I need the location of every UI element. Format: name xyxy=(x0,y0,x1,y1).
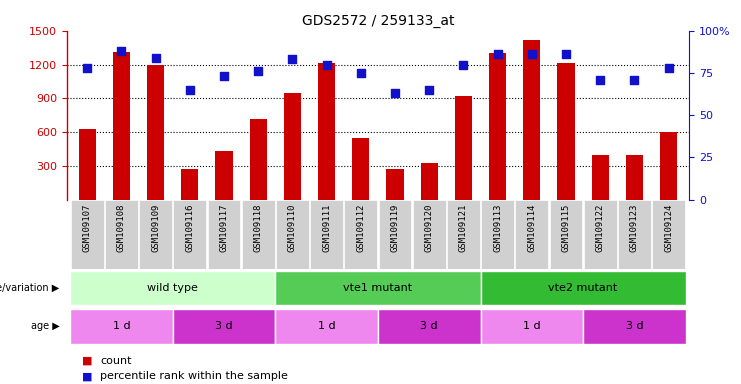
Bar xyxy=(626,155,643,200)
Point xyxy=(423,87,435,93)
FancyBboxPatch shape xyxy=(618,200,651,269)
FancyBboxPatch shape xyxy=(242,200,275,269)
Bar xyxy=(421,162,438,200)
Point xyxy=(594,77,606,83)
Bar xyxy=(318,63,335,200)
FancyBboxPatch shape xyxy=(378,309,480,344)
Bar xyxy=(113,52,130,200)
Bar xyxy=(216,151,233,200)
Text: GSM109120: GSM109120 xyxy=(425,203,433,252)
Bar xyxy=(660,132,677,200)
FancyBboxPatch shape xyxy=(105,200,138,269)
Text: GSM109112: GSM109112 xyxy=(356,203,365,252)
Point xyxy=(184,87,196,93)
FancyBboxPatch shape xyxy=(447,200,480,269)
FancyBboxPatch shape xyxy=(516,200,548,269)
FancyBboxPatch shape xyxy=(70,309,173,344)
Text: count: count xyxy=(100,356,132,366)
Bar xyxy=(591,155,609,200)
Text: GSM109119: GSM109119 xyxy=(391,203,399,252)
Text: GSM109114: GSM109114 xyxy=(528,203,536,252)
Bar xyxy=(489,53,506,200)
FancyBboxPatch shape xyxy=(480,271,685,305)
FancyBboxPatch shape xyxy=(276,271,480,305)
Point xyxy=(526,51,538,58)
Text: GSM109124: GSM109124 xyxy=(664,203,673,252)
Bar xyxy=(79,129,96,200)
Text: GSM109121: GSM109121 xyxy=(459,203,468,252)
Text: genotype/variation ▶: genotype/variation ▶ xyxy=(0,283,59,293)
Text: 3 d: 3 d xyxy=(625,321,643,331)
Text: vte1 mutant: vte1 mutant xyxy=(343,283,413,293)
Text: GSM109116: GSM109116 xyxy=(185,203,194,252)
Bar xyxy=(250,119,267,200)
Text: GSM109109: GSM109109 xyxy=(151,203,160,252)
Bar xyxy=(387,169,404,200)
Bar xyxy=(352,138,369,200)
Text: GSM109117: GSM109117 xyxy=(219,203,228,252)
FancyBboxPatch shape xyxy=(276,200,309,269)
Point xyxy=(287,56,299,63)
FancyBboxPatch shape xyxy=(413,200,445,269)
Point xyxy=(457,61,469,68)
Text: ■: ■ xyxy=(82,371,92,381)
FancyBboxPatch shape xyxy=(70,271,276,305)
Title: GDS2572 / 259133_at: GDS2572 / 259133_at xyxy=(302,14,454,28)
Text: 1 d: 1 d xyxy=(113,321,130,331)
FancyBboxPatch shape xyxy=(583,309,685,344)
Text: 3 d: 3 d xyxy=(215,321,233,331)
Point xyxy=(628,77,640,83)
FancyBboxPatch shape xyxy=(173,309,276,344)
Bar xyxy=(557,63,574,200)
Text: GSM109113: GSM109113 xyxy=(493,203,502,252)
Text: GSM109110: GSM109110 xyxy=(288,203,297,252)
FancyBboxPatch shape xyxy=(71,200,104,269)
Point xyxy=(560,51,572,58)
FancyBboxPatch shape xyxy=(481,200,514,269)
FancyBboxPatch shape xyxy=(480,309,583,344)
FancyBboxPatch shape xyxy=(584,200,617,269)
Point xyxy=(150,55,162,61)
Text: GSM109123: GSM109123 xyxy=(630,203,639,252)
Point xyxy=(321,61,333,68)
Text: GSM109108: GSM109108 xyxy=(117,203,126,252)
FancyBboxPatch shape xyxy=(276,309,378,344)
Text: 3 d: 3 d xyxy=(420,321,438,331)
Text: GSM109115: GSM109115 xyxy=(562,203,571,252)
Text: GSM109118: GSM109118 xyxy=(253,203,263,252)
Bar xyxy=(455,96,472,200)
FancyBboxPatch shape xyxy=(207,200,240,269)
Point xyxy=(252,68,264,74)
Text: percentile rank within the sample: percentile rank within the sample xyxy=(100,371,288,381)
FancyBboxPatch shape xyxy=(173,200,206,269)
Bar xyxy=(284,93,301,200)
Bar xyxy=(182,169,199,200)
Text: wild type: wild type xyxy=(147,283,198,293)
Point xyxy=(82,65,93,71)
Point xyxy=(389,90,401,96)
FancyBboxPatch shape xyxy=(345,200,377,269)
Point xyxy=(218,73,230,79)
Text: GSM109111: GSM109111 xyxy=(322,203,331,252)
Point xyxy=(662,65,674,71)
FancyBboxPatch shape xyxy=(139,200,172,269)
FancyBboxPatch shape xyxy=(550,200,582,269)
Text: age ▶: age ▶ xyxy=(30,321,59,331)
Point xyxy=(116,48,127,54)
Point xyxy=(492,51,504,58)
Text: 1 d: 1 d xyxy=(318,321,336,331)
FancyBboxPatch shape xyxy=(379,200,411,269)
Bar xyxy=(523,40,540,200)
Text: vte2 mutant: vte2 mutant xyxy=(548,283,618,293)
Text: GSM109107: GSM109107 xyxy=(83,203,92,252)
FancyBboxPatch shape xyxy=(310,200,343,269)
Text: ■: ■ xyxy=(82,356,92,366)
Point xyxy=(355,70,367,76)
Bar xyxy=(147,65,165,200)
Text: GSM109122: GSM109122 xyxy=(596,203,605,252)
FancyBboxPatch shape xyxy=(652,200,685,269)
Text: 1 d: 1 d xyxy=(523,321,541,331)
